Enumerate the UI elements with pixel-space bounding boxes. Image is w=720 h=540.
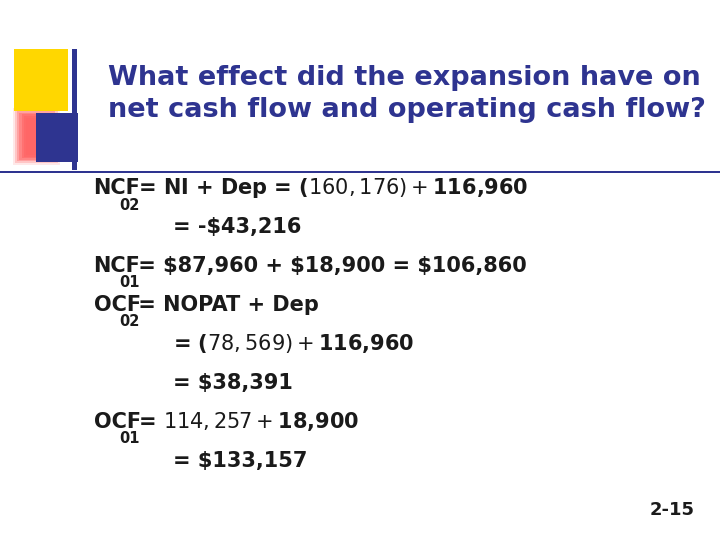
Text: = $133,157: = $133,157 bbox=[173, 450, 307, 470]
Text: OCF: OCF bbox=[94, 295, 140, 315]
Text: 2-15: 2-15 bbox=[649, 502, 695, 519]
Text: = NOPAT + Dep: = NOPAT + Dep bbox=[131, 295, 319, 315]
Text: 01: 01 bbox=[119, 431, 140, 446]
Text: NCF: NCF bbox=[94, 256, 140, 276]
Text: What effect did the expansion have on: What effect did the expansion have on bbox=[108, 65, 701, 91]
Text: 02: 02 bbox=[119, 198, 140, 213]
Text: 02: 02 bbox=[119, 314, 140, 329]
Text: 01: 01 bbox=[119, 275, 140, 291]
Text: OCF: OCF bbox=[94, 411, 140, 431]
Text: = ($78,569) + $116,960: = ($78,569) + $116,960 bbox=[173, 332, 414, 355]
Text: = $38,391: = $38,391 bbox=[173, 373, 292, 393]
Text: = $114,257 + $18,900: = $114,257 + $18,900 bbox=[131, 410, 359, 433]
Text: = $87,960 + $18,900 = $106,860: = $87,960 + $18,900 = $106,860 bbox=[131, 256, 527, 276]
Text: = -$43,216: = -$43,216 bbox=[173, 217, 301, 237]
Text: = NI + Dep = ($160,176) + $116,960: = NI + Dep = ($160,176) + $116,960 bbox=[131, 177, 528, 200]
Text: net cash flow and operating cash flow?: net cash flow and operating cash flow? bbox=[108, 97, 706, 123]
Text: NCF: NCF bbox=[94, 178, 140, 198]
